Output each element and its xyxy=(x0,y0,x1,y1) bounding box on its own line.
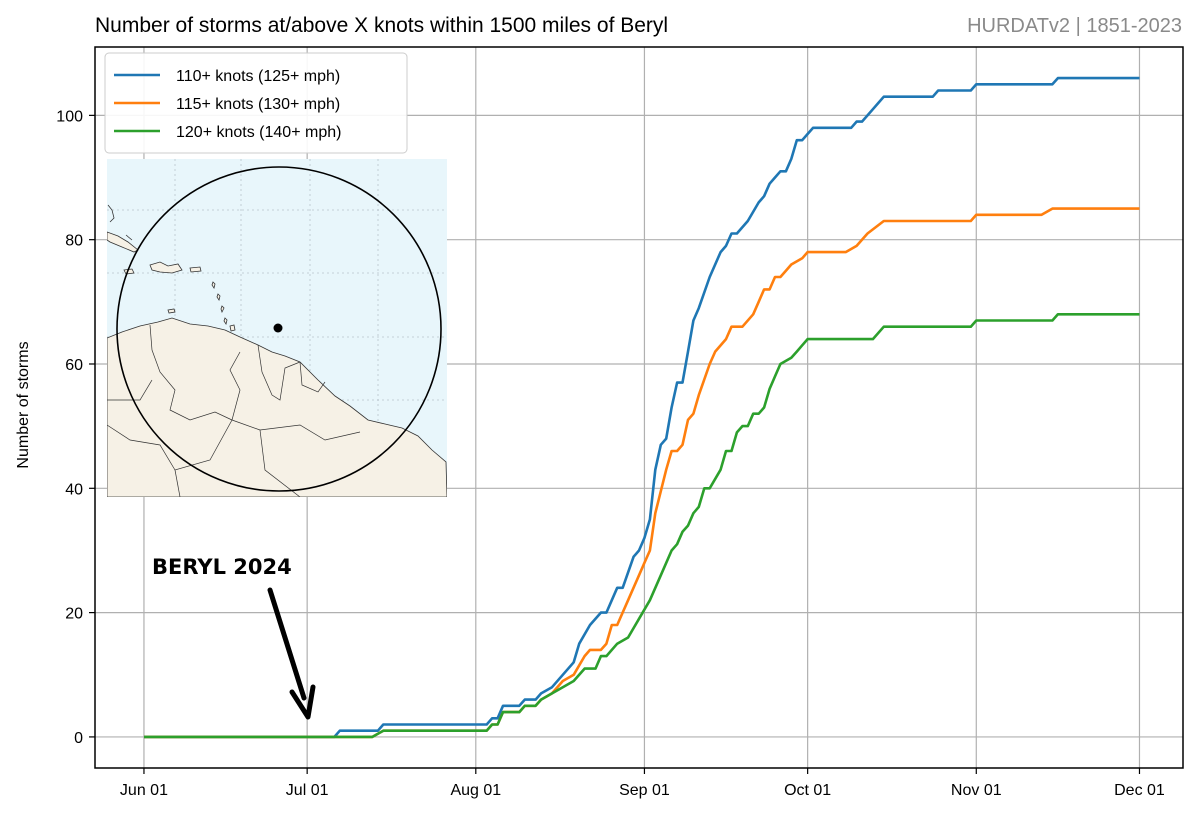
legend-box xyxy=(104,52,408,154)
series-lines xyxy=(144,76,1140,739)
beryl-annotation-text: BERYL 2024 xyxy=(152,555,292,579)
x-tick-label: Sep 01 xyxy=(619,782,670,799)
plot-frame xyxy=(94,46,1184,769)
map-island-hispaniola xyxy=(149,261,183,274)
legend-label-120: 120+ knots (140+ mph) xyxy=(176,124,341,141)
inset-map xyxy=(107,159,447,497)
chart-title: Number of storms at/above X knots within… xyxy=(95,14,668,37)
x-tick-label: Jun 01 xyxy=(120,782,168,799)
y-tick-label: 60 xyxy=(65,357,83,374)
map-island-puerto-rico xyxy=(189,266,202,273)
y-tick-label: 80 xyxy=(65,233,83,250)
legend: 110+ knots (125+ mph) 115+ knots (130+ m… xyxy=(104,52,408,154)
beryl-annotation: BERYL 2024 xyxy=(152,555,316,720)
y-tick-label: 40 xyxy=(65,481,83,498)
y-axis: 0 20 40 60 80 100 xyxy=(56,108,95,747)
y-tick-label: 100 xyxy=(56,108,83,125)
y-axis-label: Number of storms xyxy=(15,341,32,468)
legend-label-110: 110+ knots (125+ mph) xyxy=(176,68,340,85)
legend-label-115: 115+ knots (130+ mph) xyxy=(176,96,340,113)
map-island-cuba xyxy=(107,231,139,253)
series-line-2 xyxy=(144,313,1140,739)
series-line-0 xyxy=(144,76,1140,739)
x-axis: Jun 01 Jul 01 Aug 01 Sep 01 Oct 01 Nov 01 Dec … xyxy=(120,768,1165,799)
source-label: HURDATv2 | 1851-2023 xyxy=(967,15,1182,37)
x-tick-label: Dec 01 xyxy=(1114,782,1165,799)
x-tick-label: Nov 01 xyxy=(951,782,1002,799)
beryl-annotation-arrow xyxy=(267,587,307,701)
beryl-arrowhead xyxy=(289,684,316,720)
beryl-location-marker xyxy=(273,323,283,333)
y-tick-label: 20 xyxy=(65,606,83,623)
x-tick-label: Jul 01 xyxy=(286,782,329,799)
radius-circle xyxy=(116,166,442,492)
x-tick-label: Oct 01 xyxy=(784,782,831,799)
y-tick-label: 0 xyxy=(74,730,83,747)
x-tick-label: Aug 01 xyxy=(450,782,501,799)
